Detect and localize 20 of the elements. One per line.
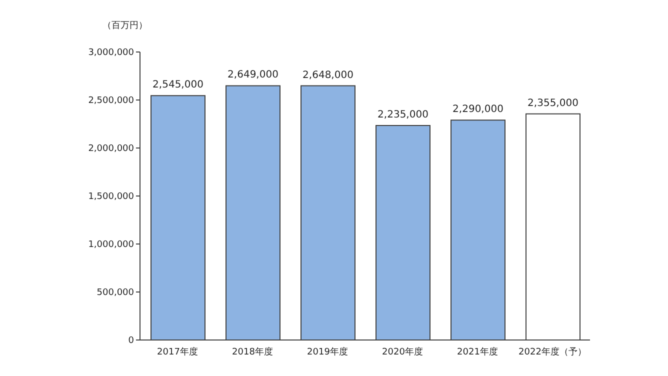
- x-tick-label: 2019年度: [307, 346, 348, 358]
- data-label: 2,648,000: [302, 70, 354, 81]
- data-label: 2,235,000: [378, 109, 428, 120]
- x-tick-label: 2021年度: [457, 346, 498, 358]
- x-tick-label: 2017年度: [157, 346, 198, 358]
- y-axis-title: （百万円）: [102, 21, 148, 31]
- x-tick-label: 2018年度: [232, 346, 273, 358]
- y-tick-label: 1,000,000: [88, 240, 134, 250]
- y-tick-label: 500,000: [96, 288, 134, 298]
- data-label: 2,545,000: [152, 80, 204, 91]
- y-tick-label: 0: [128, 336, 134, 346]
- data-label: 2,355,000: [528, 98, 578, 109]
- data-label: 2,649,000: [228, 70, 278, 81]
- y-tick-label: 3,000,000: [88, 48, 134, 58]
- y-tick-label: 2,500,000: [88, 96, 134, 106]
- x-tick-label: 2022年度（予）: [518, 346, 586, 358]
- x-tick-label: 2020年度: [382, 346, 423, 358]
- y-tick-label: 1,500,000: [88, 192, 134, 202]
- y-tick-label: 2,000,000: [88, 144, 134, 154]
- data-label: 2,290,000: [452, 104, 504, 116]
